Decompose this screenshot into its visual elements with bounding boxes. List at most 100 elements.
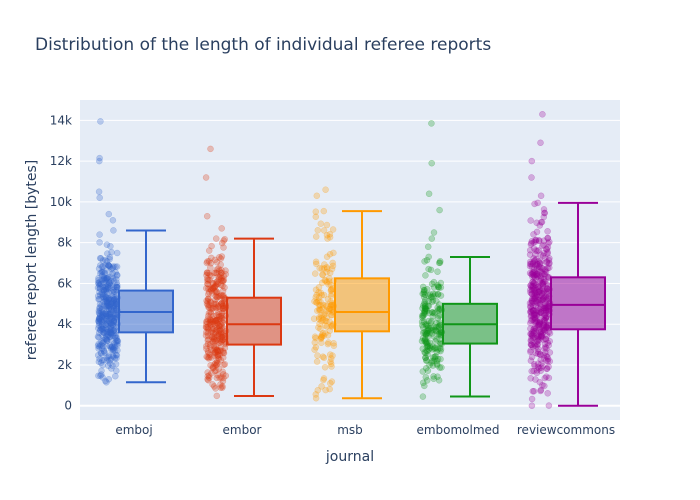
data-point: [540, 270, 548, 278]
data-point: [423, 286, 431, 293]
data-point: [95, 318, 102, 325]
data-point: [536, 260, 544, 267]
data-point: [532, 281, 539, 288]
data-point: [219, 277, 227, 285]
data-point: [215, 365, 223, 373]
data-point: [542, 335, 550, 343]
data-point: [111, 326, 119, 333]
data-point: [213, 294, 221, 301]
data-point: [543, 365, 550, 373]
data-point: [203, 353, 210, 361]
data-point: [103, 298, 110, 306]
data-point: [107, 330, 115, 338]
data-point: [529, 278, 536, 286]
data-point: [218, 274, 225, 282]
data-point: [214, 332, 221, 339]
data-point: [534, 360, 542, 367]
data-point: [318, 292, 325, 299]
data-point: [214, 316, 221, 324]
data-point: [213, 361, 220, 369]
data-point: [106, 359, 114, 367]
box: [334, 277, 390, 333]
data-point: [543, 324, 551, 332]
data-point: [541, 324, 548, 331]
data-point: [425, 327, 432, 334]
data-point: [311, 339, 319, 346]
data-point: [109, 295, 116, 302]
data-point: [536, 263, 543, 271]
data-point: [534, 337, 541, 345]
data-point: [221, 235, 228, 243]
data-point: [205, 290, 212, 298]
data-point: [212, 282, 219, 290]
data-point: [313, 299, 320, 306]
data-point: [530, 231, 537, 238]
data-point: [216, 351, 224, 359]
data-point: [531, 274, 539, 281]
data-point: [529, 259, 537, 267]
data-point: [429, 326, 437, 334]
data-point: [98, 338, 105, 345]
data-point: [113, 352, 121, 359]
data-point: [320, 265, 328, 272]
data-point: [538, 309, 545, 317]
data-point: [207, 317, 215, 324]
data-point: [214, 320, 221, 327]
data-point: [419, 283, 427, 291]
data-point: [540, 278, 548, 286]
data-point: [101, 277, 109, 284]
data-point: [435, 306, 442, 314]
data-point: [318, 314, 325, 322]
data-point: [527, 281, 534, 289]
data-point: [430, 323, 438, 330]
data-point: [110, 327, 117, 334]
data-point: [112, 351, 120, 359]
data-point: [212, 317, 220, 324]
data-point: [529, 297, 536, 305]
data-point: [99, 309, 107, 316]
data-point: [213, 269, 221, 277]
data-point: [532, 319, 540, 327]
data-point: [212, 385, 219, 392]
data-point: [327, 298, 334, 306]
data-point: [433, 360, 441, 368]
data-point: [204, 324, 212, 331]
data-point: [219, 378, 227, 385]
data-point: [324, 235, 331, 242]
data-point: [106, 357, 113, 364]
data-point: [108, 326, 115, 334]
data-point: [107, 329, 115, 336]
data-point: [102, 310, 110, 318]
data-point: [210, 300, 218, 307]
data-point: [537, 334, 545, 341]
data-point: [214, 347, 221, 355]
data-point: [220, 244, 227, 251]
data-point: [529, 284, 537, 291]
data-point: [216, 326, 224, 334]
data-point: [102, 296, 110, 303]
data-point: [206, 276, 213, 284]
data-point: [105, 268, 113, 276]
data-point: [422, 330, 429, 337]
data-point: [114, 337, 121, 345]
data-point: [546, 358, 554, 365]
data-point: [528, 337, 535, 345]
data-point: [541, 267, 549, 274]
data-point: [421, 291, 429, 298]
data-point: [217, 269, 225, 277]
data-point: [212, 296, 219, 303]
data-point: [218, 239, 226, 247]
data-point: [329, 259, 336, 267]
data-point: [530, 273, 538, 280]
data-point: [216, 337, 224, 344]
data-point: [106, 333, 113, 341]
data-point: [528, 296, 536, 304]
data-point: [218, 333, 225, 341]
data-point: [321, 310, 329, 318]
data-point: [103, 337, 111, 344]
data-point: [217, 329, 225, 336]
data-point: [110, 277, 118, 285]
data-point: [536, 306, 543, 313]
data-point: [106, 329, 113, 337]
data-point: [96, 285, 104, 292]
